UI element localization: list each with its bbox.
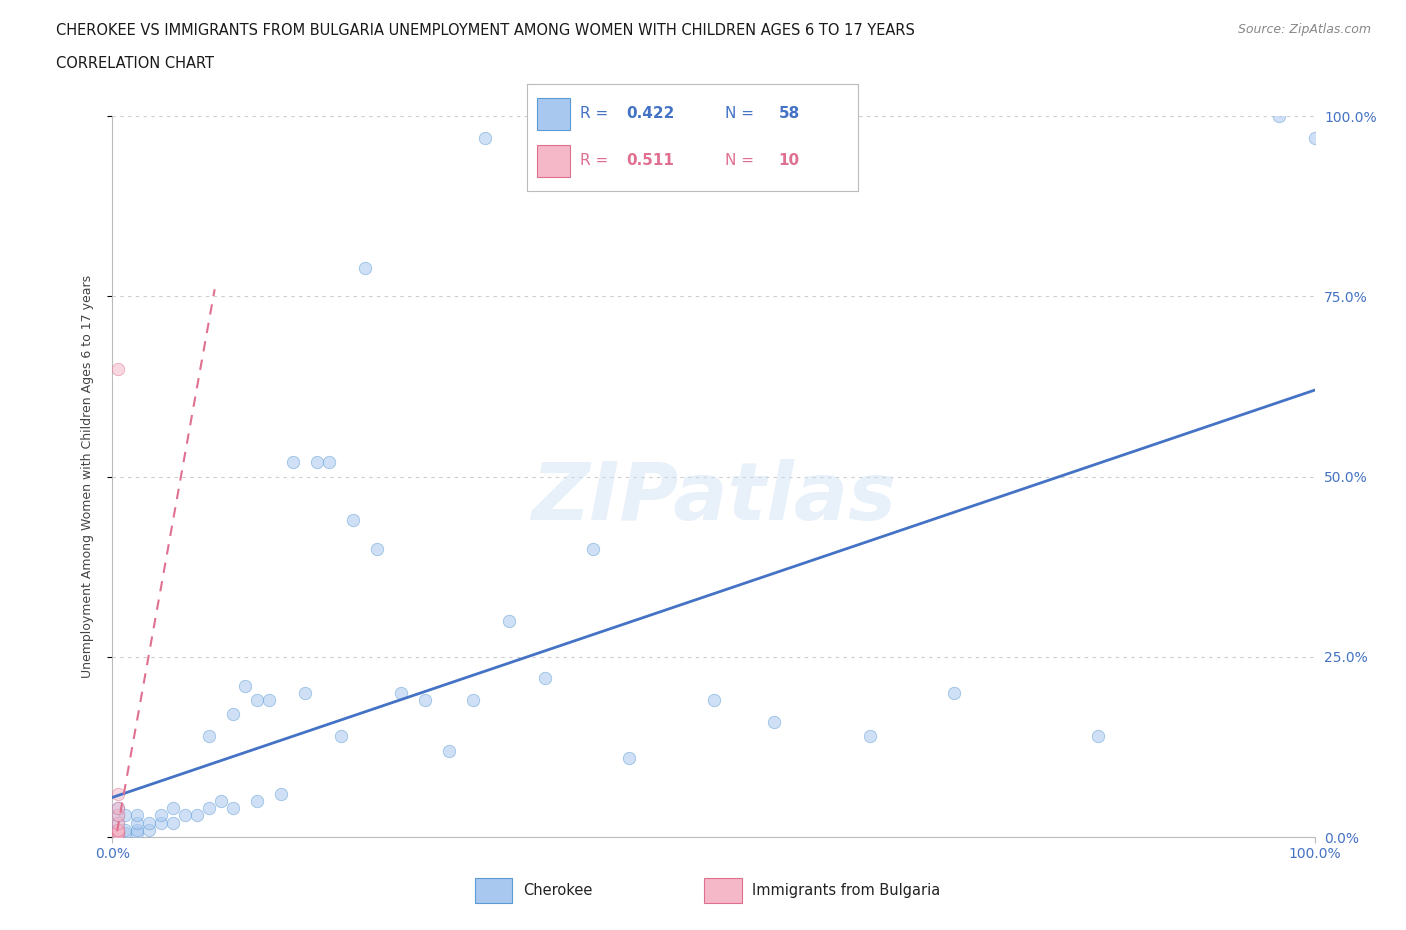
Text: CORRELATION CHART: CORRELATION CHART	[56, 56, 214, 71]
Point	[294, 685, 316, 700]
Point	[107, 822, 129, 837]
Point	[107, 822, 129, 837]
Bar	[704, 878, 742, 903]
Point	[1303, 130, 1326, 145]
Point	[702, 693, 725, 708]
Text: R =: R =	[581, 153, 613, 168]
Point	[173, 808, 195, 823]
Text: 0.511: 0.511	[627, 153, 675, 168]
Point	[389, 685, 412, 700]
Text: ZIPatlas: ZIPatlas	[531, 459, 896, 538]
Text: N =: N =	[725, 106, 759, 121]
Point	[114, 808, 136, 823]
Point	[107, 826, 129, 841]
Point	[619, 751, 641, 765]
Point	[197, 729, 219, 744]
Bar	[537, 145, 571, 177]
Point	[318, 455, 340, 470]
Point	[246, 693, 269, 708]
Text: Immigrants from Bulgaria: Immigrants from Bulgaria	[752, 883, 941, 898]
Text: Source: ZipAtlas.com: Source: ZipAtlas.com	[1237, 23, 1371, 36]
Point	[246, 793, 269, 808]
Point	[138, 822, 160, 837]
Point	[162, 801, 184, 816]
Point	[197, 801, 219, 816]
Text: 0.422: 0.422	[627, 106, 675, 121]
Point	[125, 826, 148, 841]
Text: 10: 10	[779, 153, 800, 168]
Point	[114, 826, 136, 841]
Point	[859, 729, 882, 744]
Point	[107, 808, 129, 823]
Point	[942, 685, 965, 700]
Text: 58: 58	[779, 106, 800, 121]
Point	[281, 455, 304, 470]
Point	[149, 808, 172, 823]
Point	[107, 787, 129, 802]
Point	[107, 826, 129, 841]
Point	[534, 671, 557, 686]
Point	[762, 714, 785, 729]
Point	[222, 801, 245, 816]
Point	[257, 693, 280, 708]
Point	[329, 729, 352, 744]
Point	[222, 707, 245, 722]
Point	[107, 826, 129, 841]
Point	[107, 361, 129, 376]
Point	[138, 815, 160, 830]
Point	[107, 822, 129, 837]
Point	[354, 260, 377, 275]
Point	[1087, 729, 1109, 744]
Point	[233, 678, 256, 693]
Text: CHEROKEE VS IMMIGRANTS FROM BULGARIA UNEMPLOYMENT AMONG WOMEN WITH CHILDREN AGES: CHEROKEE VS IMMIGRANTS FROM BULGARIA UNE…	[56, 23, 915, 38]
Text: N =: N =	[725, 153, 759, 168]
Point	[162, 815, 184, 830]
Point	[107, 826, 129, 841]
Bar	[537, 98, 571, 129]
Point	[437, 743, 460, 758]
Y-axis label: Unemployment Among Women with Children Ages 6 to 17 years: Unemployment Among Women with Children A…	[82, 275, 94, 678]
Point	[1267, 109, 1289, 124]
Point	[114, 822, 136, 837]
Point	[107, 826, 129, 841]
Point	[582, 541, 605, 556]
Point	[107, 815, 129, 830]
Point	[413, 693, 436, 708]
Bar	[475, 878, 512, 903]
Point	[209, 793, 232, 808]
Point	[107, 815, 129, 830]
Point	[149, 815, 172, 830]
Point	[107, 808, 129, 823]
Point	[366, 541, 388, 556]
Point	[125, 815, 148, 830]
Point	[498, 614, 520, 629]
Text: R =: R =	[581, 106, 613, 121]
Point	[270, 787, 292, 802]
Point	[107, 801, 129, 816]
Point	[107, 826, 129, 841]
Point	[474, 130, 496, 145]
Point	[125, 822, 148, 837]
Point	[342, 512, 364, 527]
Point	[305, 455, 328, 470]
Point	[125, 808, 148, 823]
Point	[107, 822, 129, 837]
Point	[107, 822, 129, 837]
Point	[107, 801, 129, 816]
Point	[186, 808, 208, 823]
Point	[461, 693, 484, 708]
Text: Cherokee: Cherokee	[523, 883, 592, 898]
